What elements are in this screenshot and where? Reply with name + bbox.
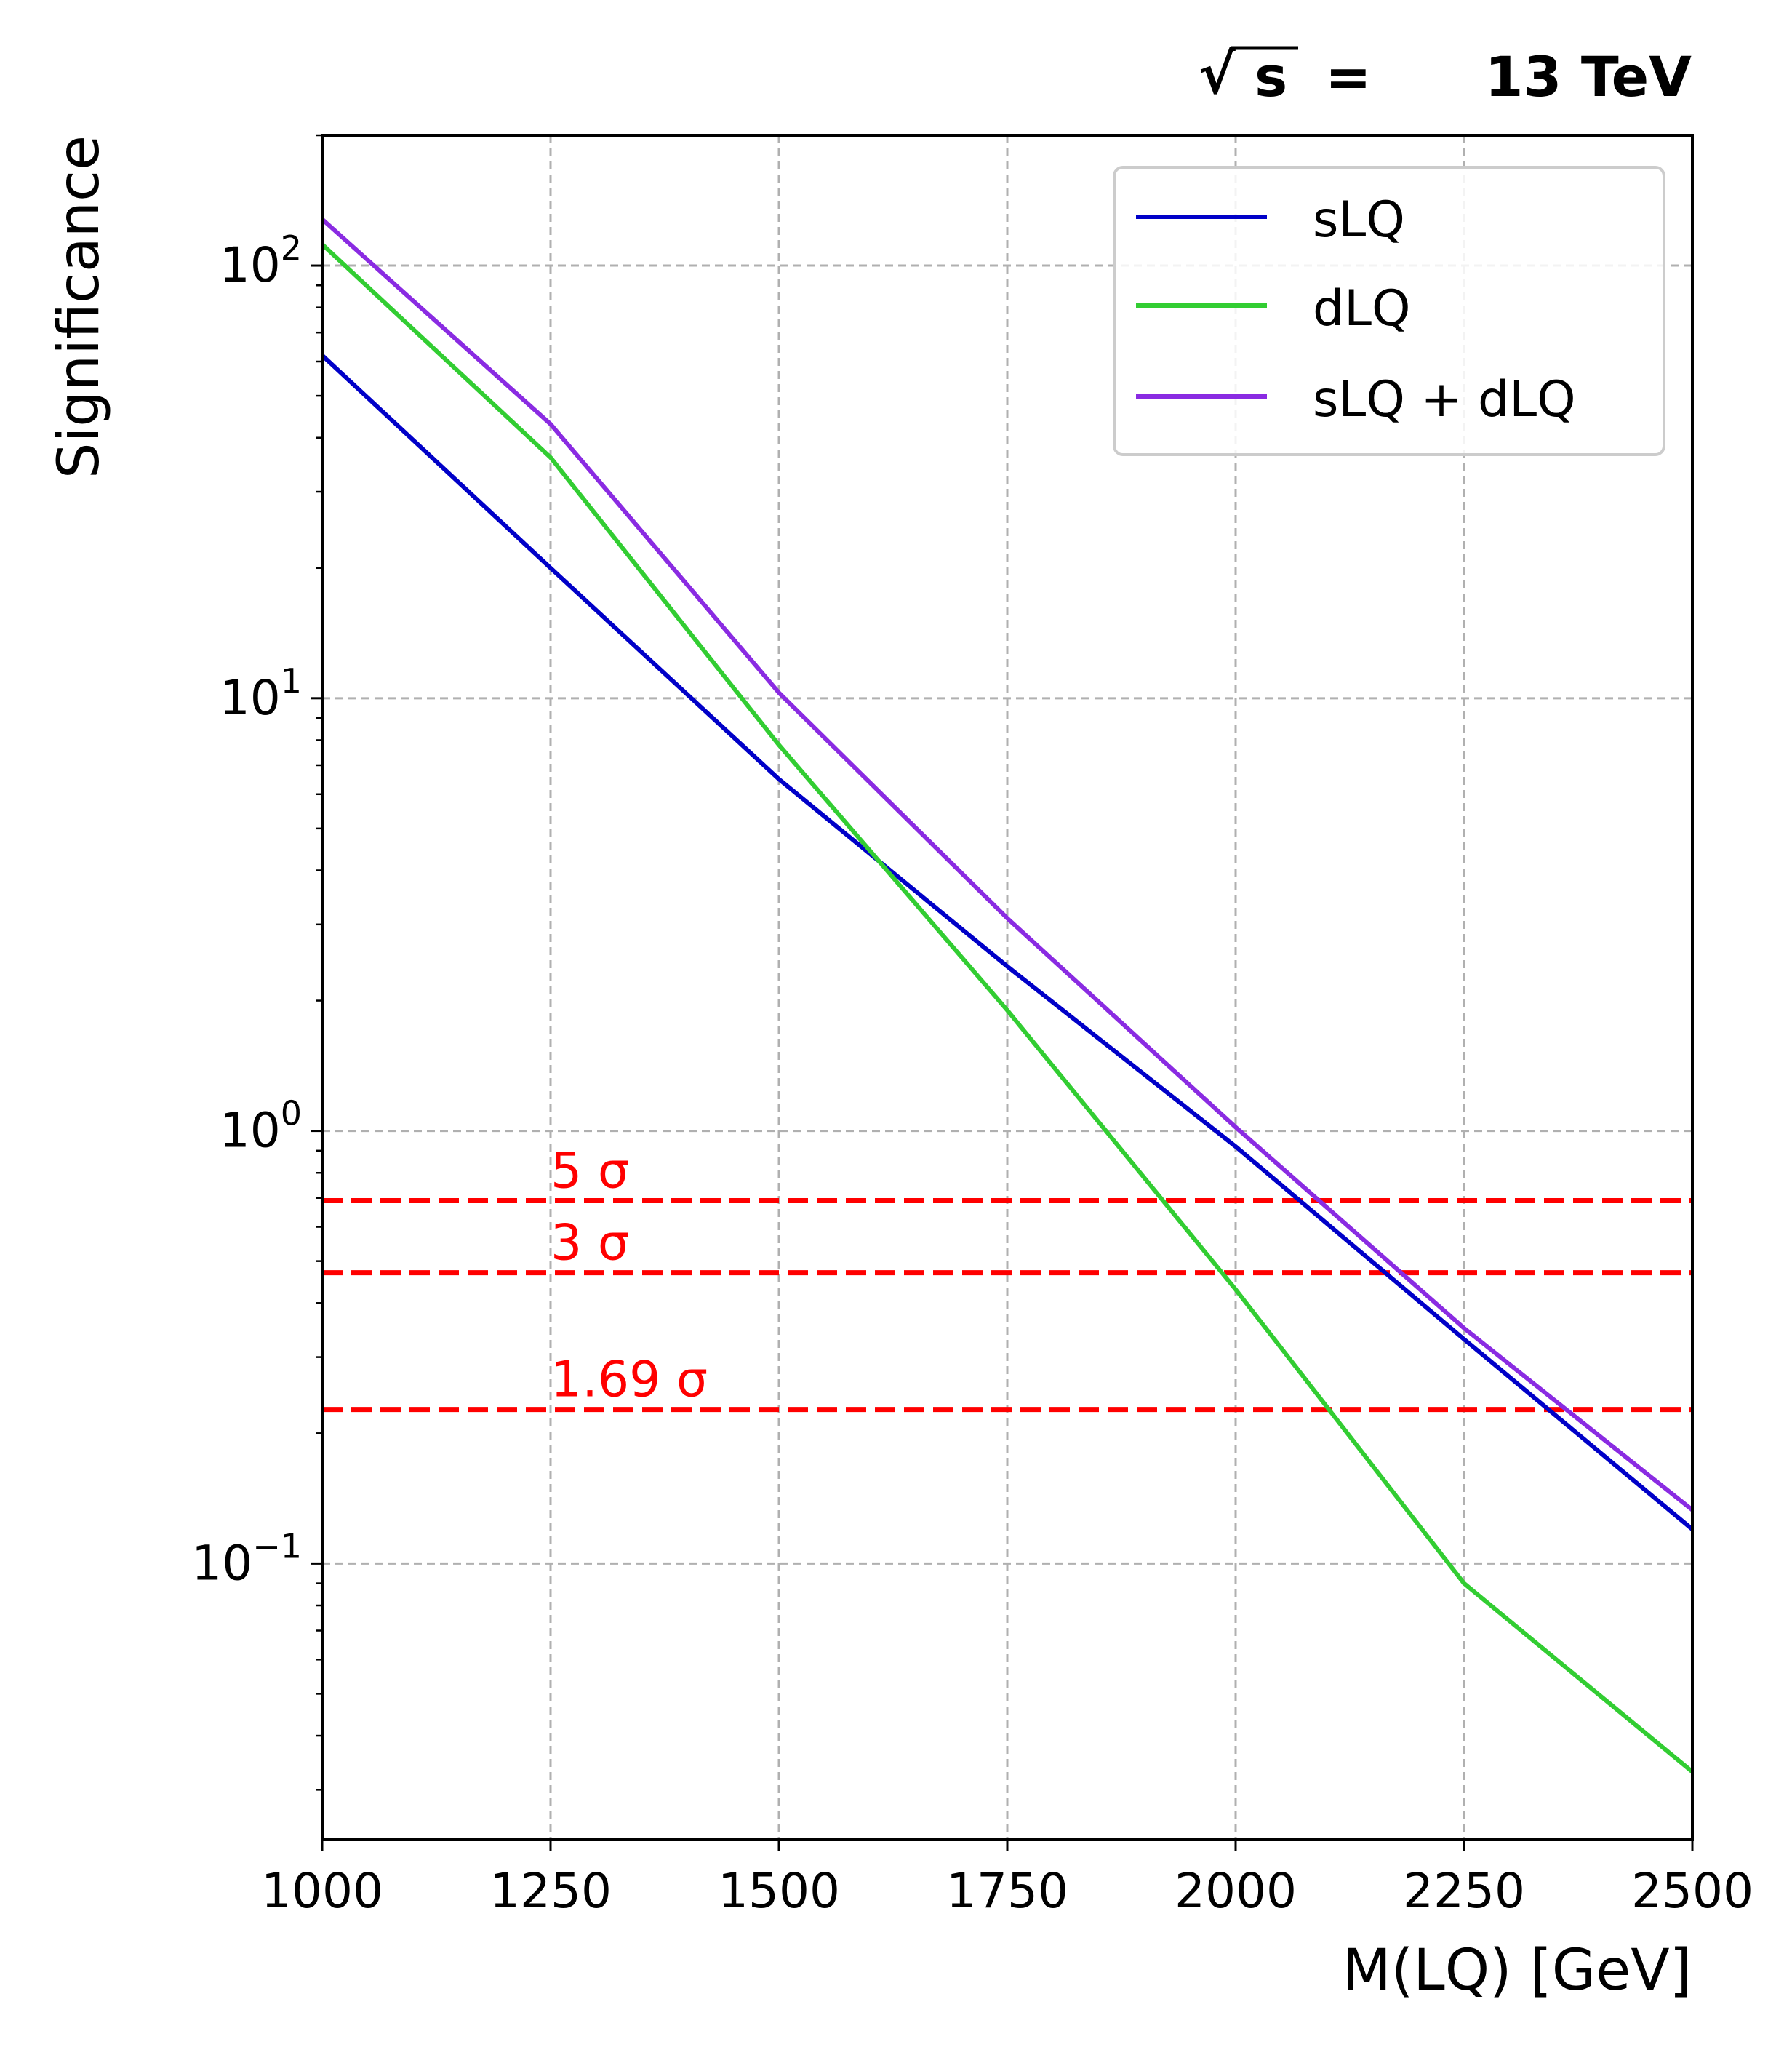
- series-line-2: [320, 218, 1694, 1512]
- x-axis-ticks: 1000 1250 1500 1750 2000 2250 2500: [261, 1840, 1753, 1919]
- legend-label-slq-dlq: sLQ + dLQ: [1313, 371, 1576, 428]
- x-tick-label: 2250: [1403, 1863, 1525, 1919]
- y-tick-exponent: 0: [281, 1094, 302, 1133]
- legend-label-dlq: dLQ: [1313, 280, 1411, 338]
- x-tick-label: 1250: [489, 1863, 612, 1919]
- threshold-label: 3 σ: [551, 1215, 629, 1272]
- data-series: [320, 218, 1694, 1774]
- x-tick-label: 1750: [946, 1863, 1068, 1919]
- y-tick-label: 100: [220, 1094, 302, 1159]
- title-equals: =: [1325, 44, 1372, 109]
- y-tick-label: 10−1: [191, 1526, 302, 1591]
- y-tick-exponent: 1: [281, 661, 302, 701]
- y-tick-base: 10: [220, 1103, 281, 1159]
- legend-box: [1113, 166, 1665, 456]
- sqrt-s-symbol: s: [1255, 44, 1287, 109]
- x-tick-label: 1000: [261, 1863, 383, 1919]
- legend-label-slq: sLQ: [1313, 191, 1405, 249]
- y-tick-base: 10: [220, 670, 281, 726]
- series-line-0: [320, 354, 1694, 1531]
- title-energy: 13 TeV: [1485, 44, 1692, 109]
- y-tick-exponent: 2: [281, 228, 302, 268]
- series-line-1: [320, 242, 1694, 1774]
- x-axis-label: M(LQ) [GeV]: [1343, 1938, 1692, 2003]
- y-tick-label: 102: [220, 228, 302, 293]
- y-tick-label: 101: [220, 661, 302, 726]
- y-tick-base: 10: [191, 1535, 252, 1591]
- y-tick-base: 10: [220, 237, 281, 293]
- legend: sLQ dLQ sLQ + dLQ: [1113, 166, 1665, 456]
- threshold-lines: 5 σ 3 σ 1.69 σ: [322, 1142, 1692, 1413]
- y-tick-exponent: −1: [252, 1526, 302, 1565]
- x-tick-label: 2500: [1631, 1863, 1753, 1919]
- y-axis-label: Significance: [47, 135, 112, 479]
- x-tick-label: 1500: [718, 1863, 840, 1919]
- threshold-label: 1.69 σ: [551, 1352, 708, 1409]
- sqrt-sign: √: [1199, 41, 1236, 106]
- x-tick-label: 2000: [1175, 1863, 1297, 1919]
- chart-title: √ s = 13 TeV: [1199, 41, 1692, 109]
- threshold-label: 5 σ: [551, 1142, 629, 1200]
